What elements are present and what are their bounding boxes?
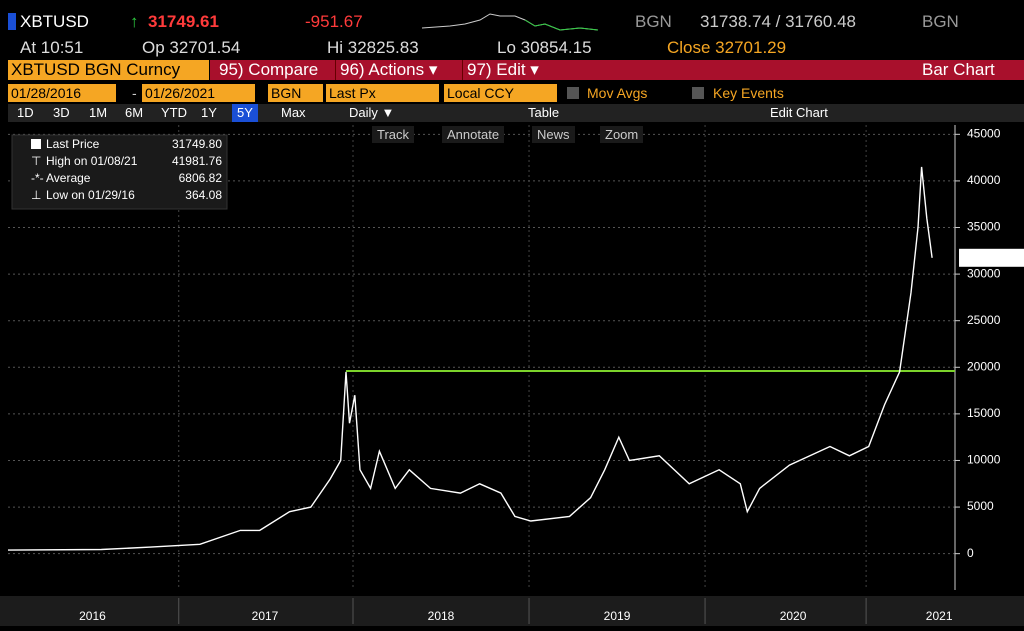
price-line — [7, 166, 933, 551]
legend-marker: -*- — [31, 171, 44, 185]
key-events: Key Events — [713, 85, 784, 101]
period[interactable]: Max — [276, 104, 311, 122]
legend-value: 31749.80 — [172, 137, 222, 151]
legend-swatch — [31, 139, 41, 149]
actions[interactable]: 96) Actions ▾ — [335, 60, 441, 80]
end-date[interactable]: 01/26/2021 — [142, 84, 255, 102]
change: -951.67 — [305, 12, 363, 31]
y-tick-label: 0 — [967, 546, 974, 560]
y-tick-label: 25000 — [967, 313, 1001, 327]
chart-kind: Bar Chart — [922, 60, 995, 79]
menu-bar — [210, 60, 1024, 80]
source: BGN — [635, 12, 672, 31]
x-tick-label: 2021 — [926, 609, 953, 623]
edit[interactable]: 97) Edit ▾ — [462, 60, 543, 80]
security[interactable]: XBTUSD BGN Curncy — [8, 60, 209, 80]
ticker: XBTUSD — [20, 12, 89, 31]
legend-marker: ⊥ — [31, 188, 41, 202]
period[interactable]: 1M — [84, 104, 113, 122]
bid-ask: 31738.74 / 31760.48 — [700, 12, 856, 31]
mov-avgs: Mov Avgs — [587, 85, 648, 101]
currency[interactable]: BGN — [268, 84, 323, 102]
stat-value: 364.08 — [185, 188, 222, 202]
edit-chart[interactable]: Edit Chart — [770, 104, 828, 122]
arrow: ↑ — [130, 12, 139, 31]
frequency[interactable]: Daily ▼ — [345, 104, 399, 122]
last: 31749.61 — [148, 12, 219, 31]
y-tick-label: 30000 — [967, 266, 1001, 280]
y-tick-label: 45000 — [967, 126, 1001, 140]
dash: - — [132, 85, 137, 101]
tool[interactable]: News — [532, 126, 575, 143]
x-tick-label: 2018 — [428, 609, 455, 623]
y-tick-label: 5000 — [967, 499, 994, 513]
sparkline — [421, 13, 599, 31]
legend-marker: ⊤ — [31, 154, 41, 168]
source: BGN — [922, 12, 959, 31]
y-tick-label: 40000 — [967, 173, 1001, 187]
open: Op 32701.54 — [142, 38, 241, 57]
period[interactable]: 6M — [120, 104, 149, 122]
stat-label: High on 01/08/21 — [46, 154, 138, 168]
period[interactable]: YTD — [156, 104, 192, 122]
low: Lo 30854.15 — [497, 38, 592, 57]
legend-name: Last Price — [46, 137, 100, 151]
start-date[interactable]: 01/28/2016 — [8, 84, 116, 102]
compare[interactable]: 95) Compare — [219, 60, 319, 79]
legend: Last Price 31749.80 ⊤ High on 01/08/21 41981… — [11, 134, 228, 210]
y-tick-label: 10000 — [967, 453, 1001, 467]
period[interactable]: 5Y — [232, 104, 258, 122]
stat-label: Low on 01/29/16 — [46, 188, 135, 202]
table[interactable]: Table — [528, 104, 560, 122]
stat-value: 41981.76 — [172, 154, 222, 168]
y-tick-label: 35000 — [967, 220, 1001, 234]
period[interactable]: 1Y — [196, 104, 222, 122]
period[interactable]: 3D — [48, 104, 75, 122]
last-price-label: 31749.80 — [964, 250, 1014, 264]
time: At 10:51 — [20, 38, 84, 57]
stat-value: 6806.82 — [179, 171, 223, 185]
x-tick-label: 2020 — [780, 609, 807, 623]
high: Hi 32825.83 — [327, 38, 419, 57]
x-tick-label: 2019 — [604, 609, 631, 623]
tool[interactable]: Annotate — [442, 126, 505, 143]
stat-label: Average — [46, 171, 91, 185]
period[interactable]: 1D — [12, 104, 39, 122]
x-tick-label: 2016 — [79, 609, 106, 623]
tool[interactable]: Zoom — [600, 126, 644, 143]
legend-box — [11, 134, 228, 210]
checkbox[interactable] — [692, 87, 704, 99]
field[interactable]: Last Px — [326, 84, 439, 102]
checkbox[interactable] — [567, 87, 579, 99]
y-tick-label: 15000 — [967, 406, 1001, 420]
close: Close 32701.29 — [667, 38, 787, 57]
x-tick-label: 2017 — [252, 609, 279, 623]
last-price-tag — [959, 248, 1024, 267]
axis-band — [0, 596, 1024, 626]
ticker-icon — [8, 13, 16, 30]
tool[interactable]: Track — [372, 126, 415, 143]
y-tick-label: 20000 — [967, 359, 1001, 373]
ccy[interactable]: Local CCY — [444, 84, 557, 102]
